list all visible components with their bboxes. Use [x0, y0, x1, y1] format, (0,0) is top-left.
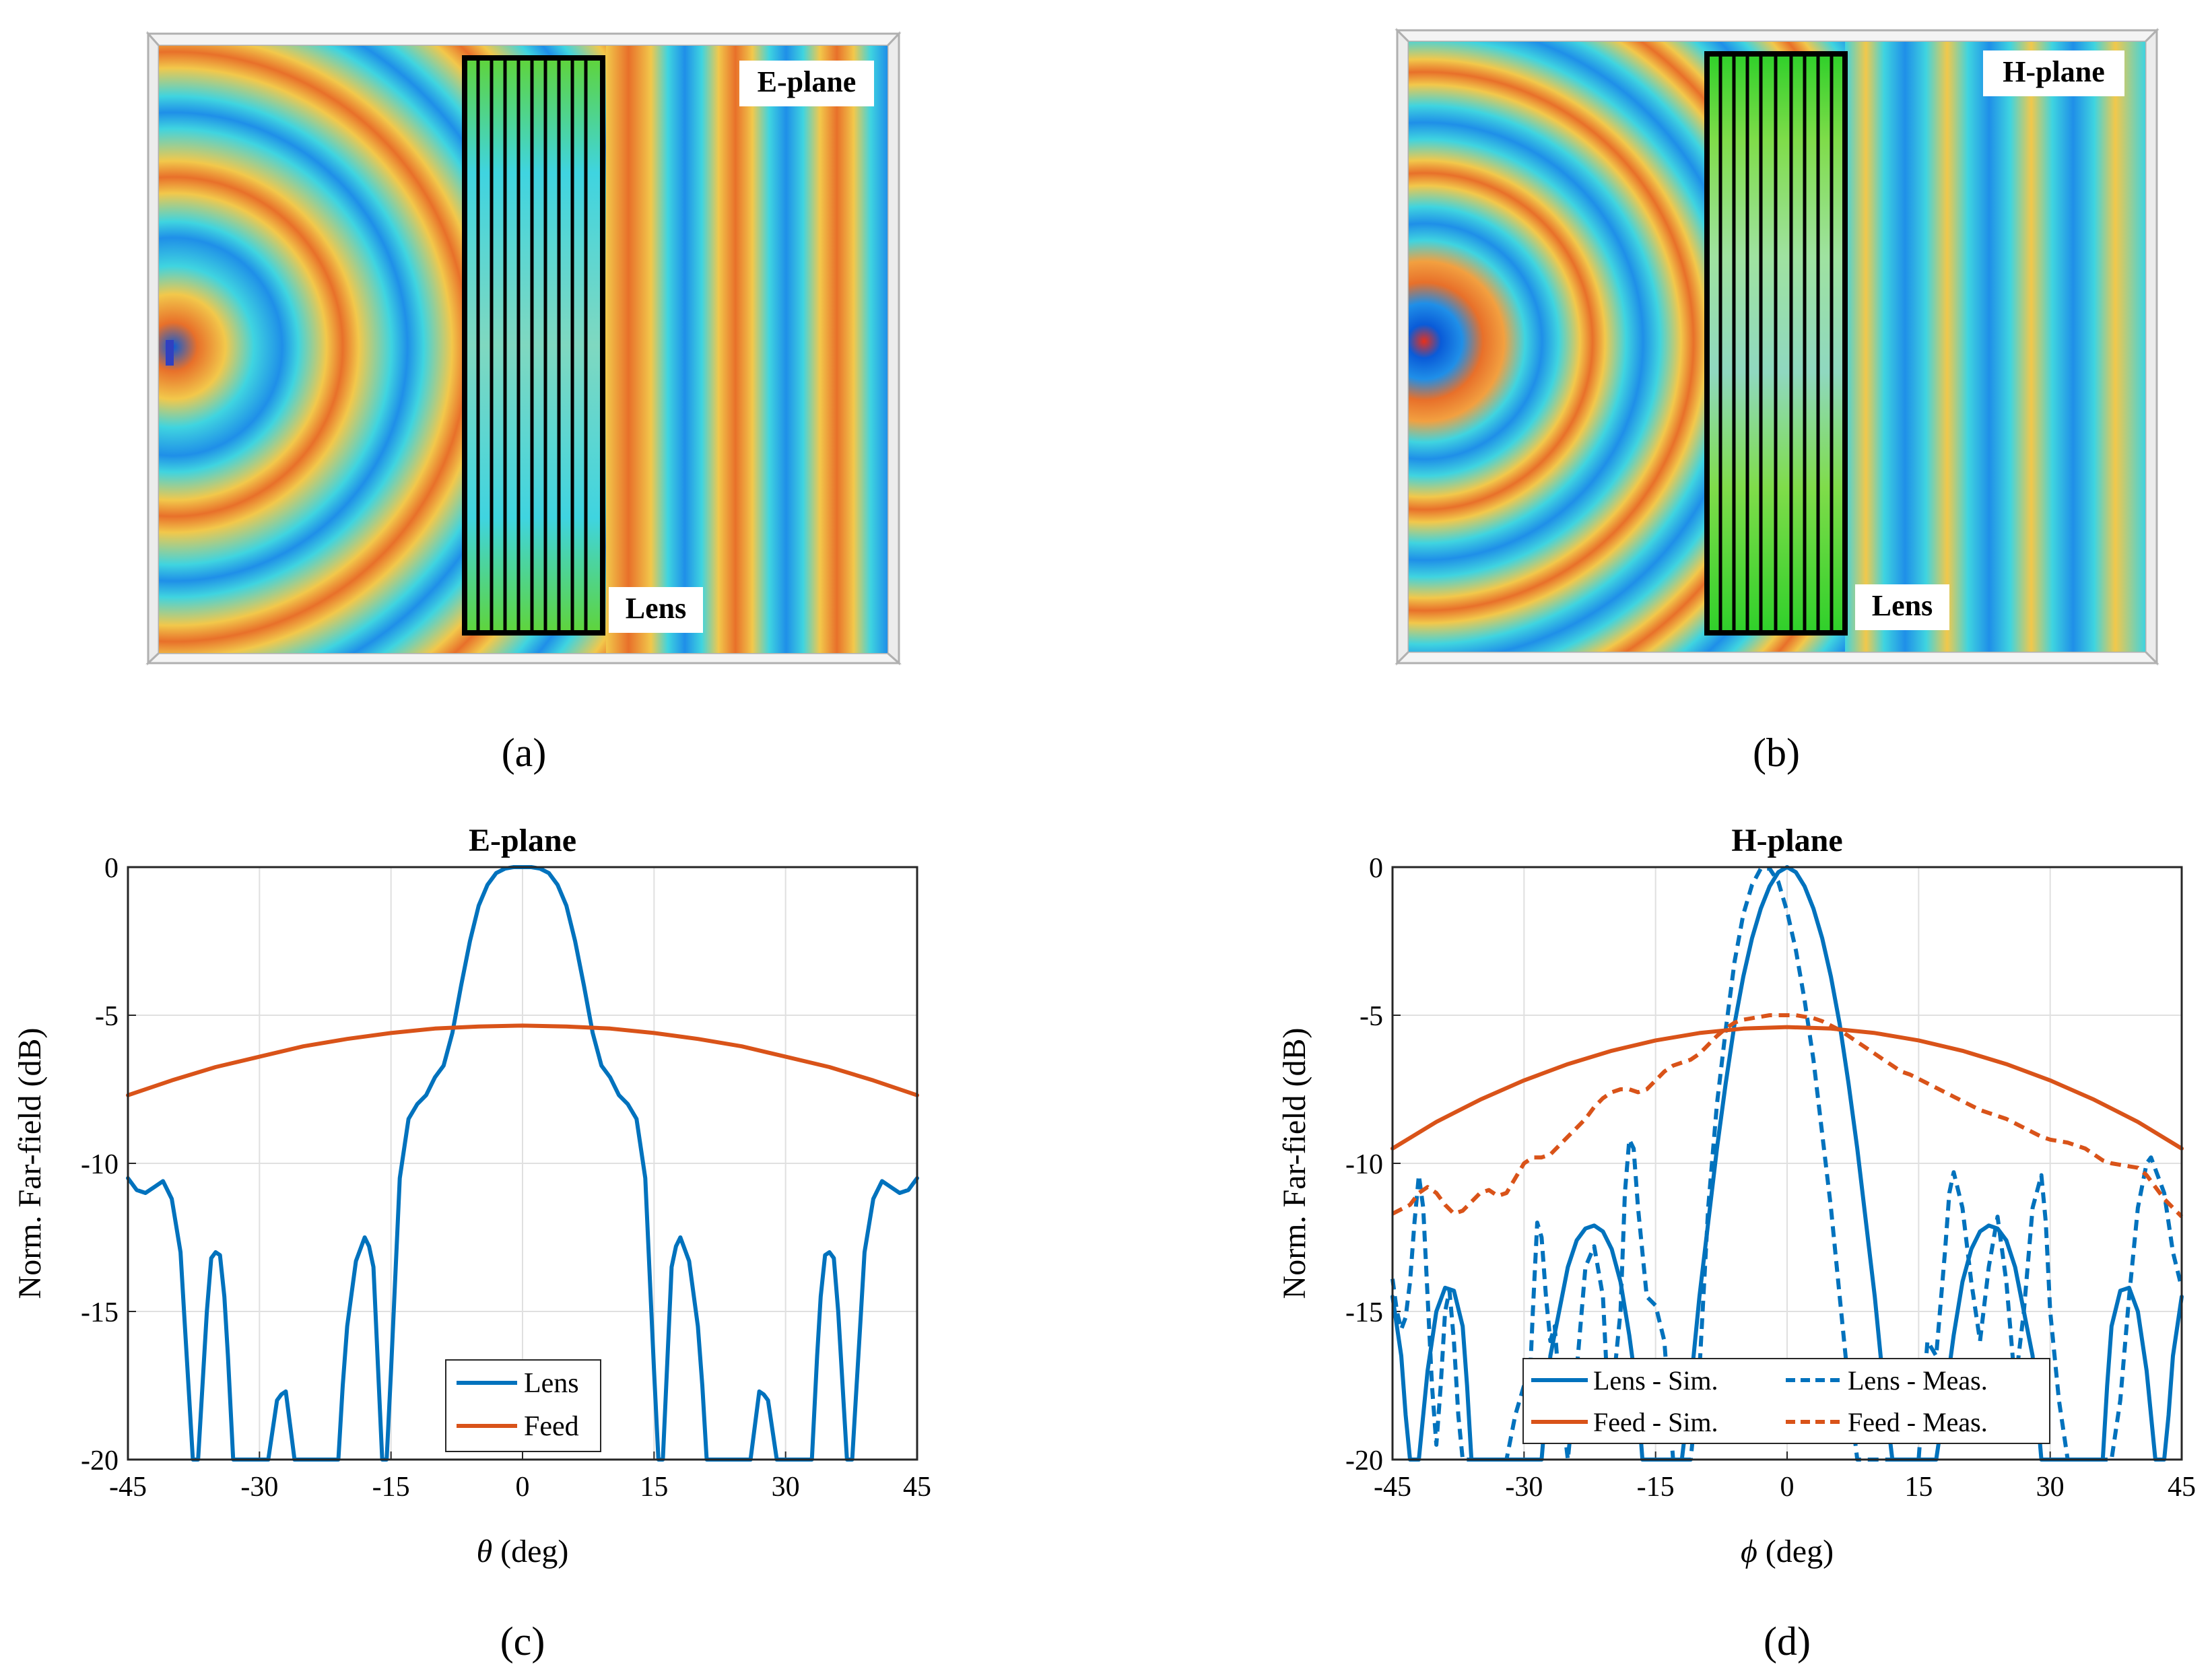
field-map-frame-left	[1396, 28, 1410, 666]
lens-outline	[1704, 51, 1848, 636]
tick-labels: -45 -30 -15 0 15 30 45 0 -5 -10 -15 -20	[1345, 853, 2196, 1503]
axes-box	[1391, 866, 2183, 1461]
lens-label-box	[609, 587, 703, 633]
y-axis-label: Norm. Far-field (dB)	[1277, 1028, 1312, 1299]
x-tick-label: 30	[772, 1472, 800, 1503]
y-tick-label: 0	[1369, 853, 1383, 884]
y-tick-label: -15	[1345, 1297, 1383, 1328]
plane-label: E-plane	[758, 65, 857, 98]
x-tick-label: 45	[2168, 1472, 2196, 1503]
legend-label-lens-meas: Lens - Meas.	[1848, 1365, 1988, 1396]
x-tick-label: -15	[372, 1472, 410, 1503]
x-tick-label: -45	[1374, 1472, 1411, 1503]
x-tick-label: 15	[1904, 1472, 1933, 1503]
y-tick-label: -5	[1360, 1001, 1383, 1032]
chart-e-plane: -45 -30 -15 0 15 30 45 0 -5 -10 -15 -20 E-plane θ (…	[12, 823, 931, 1569]
field-map-plane-waves	[1845, 42, 2145, 652]
plane-label-box	[1983, 50, 2124, 96]
x-axis-label: θ (deg)	[477, 1534, 569, 1569]
legend-box	[1522, 1358, 2050, 1444]
panel-label-c: (c)	[500, 1619, 545, 1664]
legend-label-feed-sim: Feed - Sim.	[1593, 1407, 1718, 1437]
series-line-feed	[126, 1023, 919, 1097]
lens-strips	[476, 58, 588, 633]
y-tick-label: -5	[95, 1001, 119, 1032]
y-tick-label: -20	[81, 1445, 119, 1476]
y-tick-label: -20	[1345, 1445, 1383, 1476]
field-map-frame-bottom	[145, 652, 902, 664]
x-tick-label: -15	[1637, 1472, 1675, 1503]
legend-box	[445, 1359, 601, 1452]
x-axis-label: ϕ (deg)	[1741, 1534, 1834, 1569]
series-line-feed-meas	[1391, 1013, 2184, 1219]
panel-label-a: (a)	[502, 730, 547, 775]
x-tick-label: 15	[640, 1472, 668, 1503]
x-tick-label: 45	[903, 1472, 931, 1503]
lens-label-box	[1855, 584, 1949, 630]
chart-title: E-plane	[469, 823, 576, 858]
legend-label-feed: Feed	[524, 1411, 579, 1442]
legend-label-feed-meas: Feed - Meas.	[1848, 1407, 1988, 1437]
x-tick-label: -30	[240, 1472, 278, 1503]
x-tick-label: -30	[1505, 1472, 1543, 1503]
field-map-frame-right	[886, 31, 900, 666]
panel-label-d: (d)	[1764, 1619, 1811, 1664]
chart-h-plane: -45 -30 -15 0 15 30 45 0 -5 -10 -15 -20 H-plane ϕ (…	[1277, 823, 2196, 1569]
x-axis-unit: (deg)	[492, 1534, 568, 1569]
legend: Lens - Sim. Lens - Meas. Feed - Sim. Fee…	[1522, 1358, 2050, 1444]
x-tick-label: 30	[2036, 1472, 2065, 1503]
x-tick-label: -45	[109, 1472, 147, 1503]
y-axis-label: Norm. Far-field (dB)	[12, 1028, 48, 1299]
field-map-plane-waves	[606, 46, 887, 653]
field-map-frame-top	[1395, 29, 2159, 43]
x-tick-label: 0	[516, 1472, 530, 1503]
lens-label: Lens	[626, 592, 686, 625]
feed-source	[166, 340, 174, 366]
x-tick-label: 0	[1780, 1472, 1795, 1503]
x-axis-symbol: θ	[477, 1534, 493, 1569]
field-map-frame-right	[2144, 28, 2158, 666]
chart-title: H-plane	[1731, 823, 1842, 858]
field-map-h-plane: H-plane Lens	[1395, 28, 2159, 666]
plane-label-box	[739, 61, 874, 106]
panel-label-b: (b)	[1753, 730, 1800, 775]
field-map-frame-left	[147, 31, 160, 666]
axes-box	[127, 866, 918, 1461]
legend-label-lens: Lens	[524, 1368, 579, 1399]
field-map-frame-bottom	[1395, 650, 2159, 664]
lens-label: Lens	[1872, 589, 1933, 622]
lens-outline	[462, 55, 605, 636]
y-tick-label: -10	[1345, 1149, 1383, 1180]
field-map-e-plane: E-plane Lens	[145, 31, 902, 666]
tick-labels: -45 -30 -15 0 15 30 45 0 -5 -10 -15 -20	[81, 853, 931, 1503]
lens-strips	[1718, 54, 1834, 633]
series-line-feed-sim	[1390, 1025, 2184, 1151]
plane-label: H-plane	[2003, 55, 2105, 88]
legend: Lens Feed	[445, 1359, 601, 1452]
y-tick-label: -15	[81, 1297, 119, 1328]
x-axis-symbol: ϕ	[1741, 1534, 1757, 1569]
y-tick-label: -10	[81, 1149, 119, 1180]
x-axis-unit: (deg)	[1757, 1534, 1834, 1569]
field-map-frame-top	[145, 32, 902, 47]
y-tick-label: 0	[104, 853, 119, 884]
series-line-lens-meas	[1390, 866, 2184, 1462]
legend-label-lens-sim: Lens - Sim.	[1593, 1365, 1718, 1396]
